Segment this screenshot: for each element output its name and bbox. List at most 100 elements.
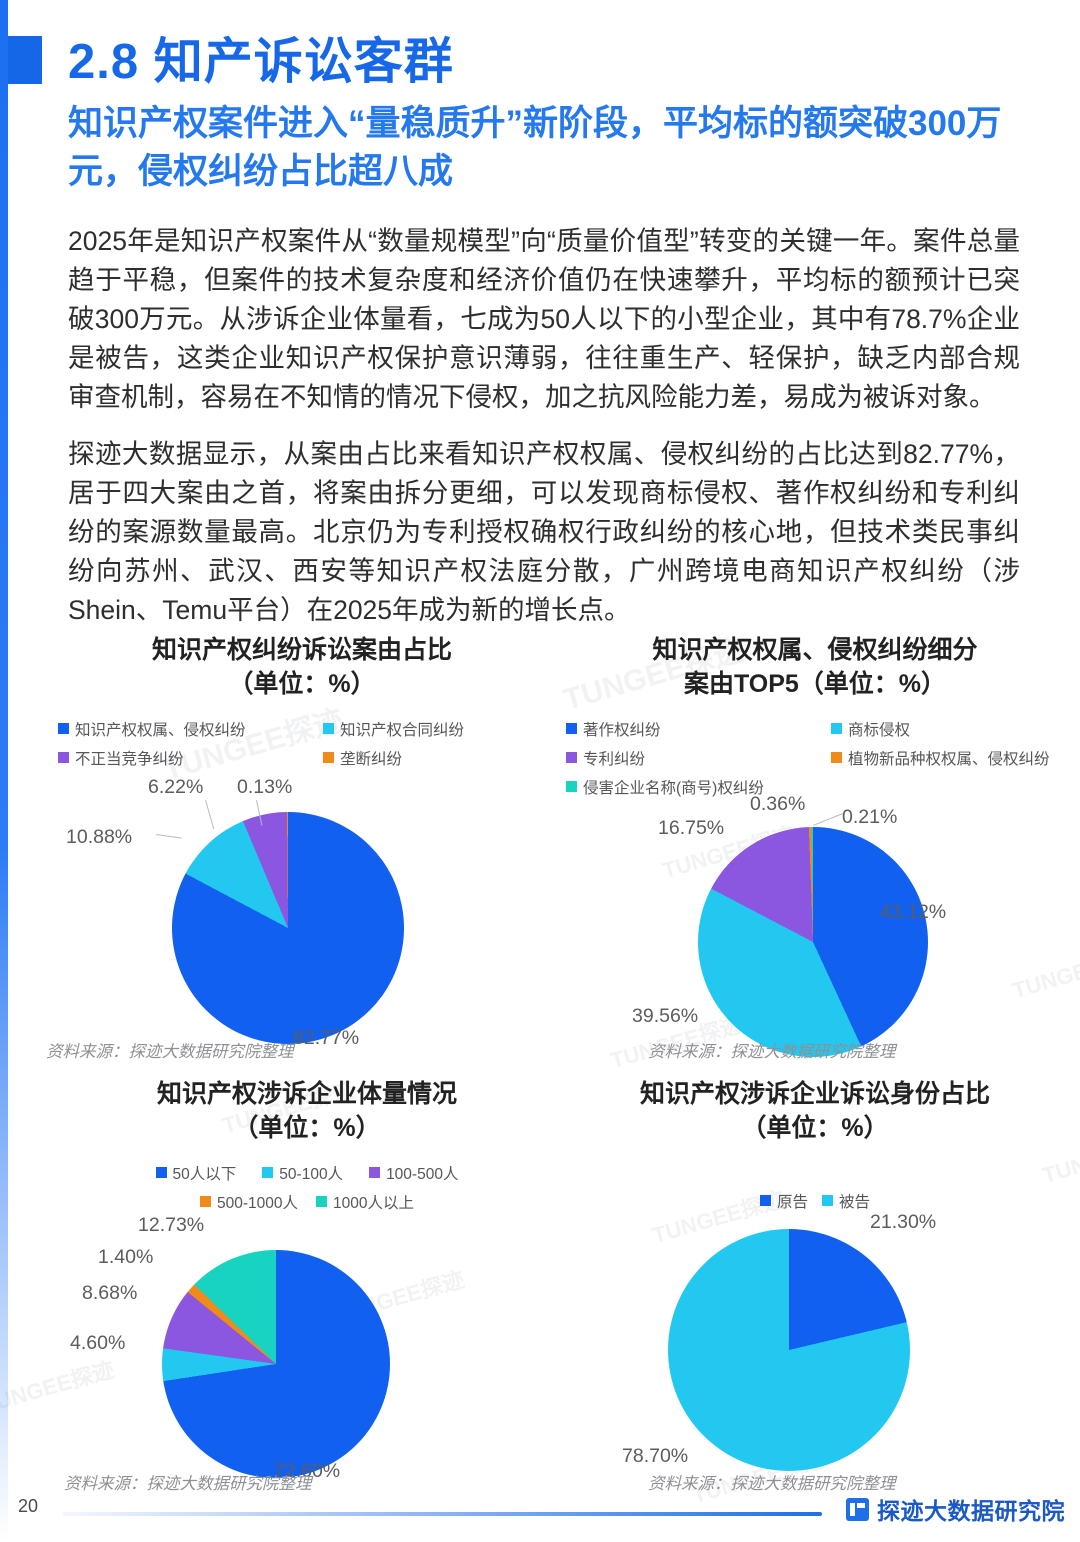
chart-legend: 原告 被告 (560, 1190, 1070, 1219)
pie-label: 8.68% (82, 1281, 138, 1304)
legend-swatch-icon (759, 1195, 771, 1206)
chart-legend: 知识产权权属、侵权纠纷 知识产权合同纠纷 不正当竞争纠纷 垄断纠纷 (52, 718, 552, 776)
chart-company-size: 知识产权涉诉企业体量情况 （单位：%） 50人以下 50-100人 100-50… (52, 1078, 562, 1508)
legend-label: 原告 (776, 1193, 808, 1211)
pie-canvas: 6.22% 0.13% 10.88% 82.77% (52, 776, 552, 1076)
chart-case-reason-share: 知识产权纠纷诉讼案由占比 （单位：%） 知识产权权属、侵权纠纷 知识产权合同纠纷… (46, 634, 552, 1064)
legend-label: 50-100人 (279, 1165, 344, 1183)
pie-label: 10.88% (66, 825, 133, 848)
pie-leader-line (205, 799, 215, 829)
legend-swatch-icon (262, 1167, 274, 1178)
legend-label: 侵害企业名称(商号)权纠纷 (583, 779, 764, 797)
chart-title: 知识产权涉诉企业体量情况 （单位：%） (156, 1080, 457, 1142)
left-accent-rail (0, 0, 8, 1542)
pie-slices (172, 811, 404, 1044)
pie-label: 6.22% (148, 775, 204, 798)
legend-swatch-icon (566, 781, 577, 792)
chart-title: 知识产权涉诉企业诉讼身份占比 （单位：%） (639, 1080, 990, 1142)
pie-label: 82.77% (293, 1026, 360, 1049)
legend-item[interactable]: 著作权纠纷 (566, 718, 831, 740)
tungee-logo-icon (846, 1497, 869, 1521)
legend-swatch-icon (566, 752, 577, 763)
pie-label: 12.73% (138, 1213, 205, 1236)
pie-label: 1.40% (98, 1245, 154, 1268)
legend-swatch-icon (369, 1167, 381, 1178)
pie-label: 0.36% (750, 792, 806, 815)
pie-slices (162, 1249, 390, 1478)
pie-canvas: 0.36% 0.21% 16.75% 43.12% 39.56% (560, 793, 1070, 1095)
legend-swatch-icon (323, 752, 334, 763)
legend-item[interactable]: 50-100人 (262, 1162, 343, 1184)
legend-swatch-icon (566, 723, 577, 734)
legend-item[interactable]: 专利纠纷 (566, 747, 831, 769)
chart-source: 资料来源：探迹大数据研究院整理 (64, 1475, 312, 1493)
chart-infringement-top5: 知识产权权属、侵权纠纷细分 案由TOP5（单位：%） 著作权纠纷 商标侵权 专利… (560, 634, 1070, 1064)
legend-swatch-icon (58, 752, 69, 763)
pie-label: 72.60% (274, 1459, 341, 1482)
pie-label: 39.56% (632, 1004, 699, 1027)
legend-label: 50人以下 (172, 1165, 237, 1183)
pie-canvas: 12.73% 1.40% 8.68% 4.60% 72.60% (52, 1214, 562, 1510)
legend-item[interactable]: 不正当竞争纠纷 (58, 747, 323, 769)
legend-item[interactable]: 侵害企业名称(商号)权纠纷 (566, 776, 831, 798)
page-number: 20 (18, 1496, 39, 1516)
pie-label: 0.13% (237, 775, 293, 798)
pie-slices (698, 826, 928, 1057)
pie-leader-line (813, 812, 844, 826)
footer-logo-label: 探迹大数据研究院 (877, 1498, 1065, 1524)
chart-legend: 著作权纠纷 商标侵权 专利纠纷 植物新品种权权属、侵权纠纷 侵害企业名称(商号)… (560, 718, 1070, 805)
legend-item[interactable]: 知识产权合同纠纷 (323, 718, 464, 740)
pie-label: 78.70% (622, 1444, 689, 1467)
legend-swatch-icon (155, 1167, 167, 1178)
legend-item[interactable]: 商标侵权 (831, 718, 910, 740)
legend-swatch-icon (316, 1196, 328, 1207)
legend-item[interactable]: 被告 (822, 1190, 870, 1212)
chart-legend: 50人以下 50-100人 100-500人 500-1000人 1000人以上 (52, 1162, 562, 1220)
pie-canvas: 21.30% 78.70% (560, 1211, 1070, 1509)
legend-swatch-icon (200, 1196, 211, 1207)
legend-item[interactable]: 50人以下 (155, 1162, 237, 1184)
legend-label: 知识产权合同纠纷 (340, 721, 465, 739)
legend-label: 植物新品种权权属、侵权纠纷 (848, 750, 1050, 768)
page-title: 2.8 知产诉讼客群 (68, 35, 454, 89)
legend-label: 1000人以上 (333, 1194, 414, 1212)
legend-swatch-icon (822, 1195, 833, 1206)
legend-label: 不正当竞争纠纷 (75, 750, 184, 768)
pie-label: 21.30% (870, 1210, 937, 1233)
footer-divider (62, 1512, 822, 1516)
chart-title: 知识产权纠纷诉讼案由占比 （单位：%） (151, 636, 452, 698)
legend-label: 商标侵权 (848, 721, 911, 739)
legend-swatch-icon (831, 723, 842, 734)
legend-item[interactable]: 100-500人 (369, 1162, 458, 1184)
page-subtitle: 知识产权案件进入“量稳质升”新阶段，平均标的额突破300万元，侵权纠纷占比超八成 (68, 104, 1002, 192)
legend-label: 专利纠纷 (583, 750, 646, 768)
legend-item[interactable]: 垄断纠纷 (323, 747, 402, 769)
legend-label: 被告 (839, 1193, 871, 1211)
legend-swatch-icon (58, 723, 69, 734)
pie-label: 0.21% (842, 805, 898, 828)
legend-item[interactable]: 原告 (759, 1190, 808, 1212)
legend-label: 知识产权权属、侵权纠纷 (75, 721, 246, 739)
legend-label: 垄断纠纷 (340, 750, 403, 768)
legend-label: 100-500人 (386, 1165, 459, 1183)
body-paragraph-1: 2025年是知识产权案件从“数量规模型”向“质量价值型”转变的关键一年。案件总量… (68, 226, 1020, 412)
pie-leader-line (155, 833, 182, 839)
chart-source: 资料来源：探迹大数据研究院整理 (46, 1043, 294, 1061)
pie-label: 43.12% (880, 900, 947, 923)
body-paragraph-2: 探迹大数据显示，从案由占比来看知识产权权属、侵权纠纷的占比达到82.77%，居于… (68, 439, 1020, 625)
legend-swatch-icon (323, 723, 334, 734)
chart-litigation-identity: 知识产权涉诉企业诉讼身份占比 （单位：%） 原告 被告 21.30% 78.70… (560, 1078, 1070, 1508)
pie-label: 16.75% (658, 816, 725, 839)
legend-label: 500-1000人 (217, 1194, 299, 1212)
chart-source: 资料来源：探迹大数据研究院整理 (648, 1475, 896, 1493)
legend-item[interactable]: 500-1000人 (200, 1191, 298, 1213)
footer-logo: 探迹大数据研究院 (846, 1492, 1065, 1526)
pie-slices (668, 1228, 910, 1471)
legend-item[interactable]: 知识产权权属、侵权纠纷 (58, 718, 323, 740)
chart-title: 知识产权权属、侵权纠纷细分 案由TOP5（单位：%） (652, 636, 978, 698)
legend-label: 著作权纠纷 (583, 721, 661, 739)
chart-source: 资料来源：探迹大数据研究院整理 (648, 1043, 896, 1061)
legend-item[interactable]: 植物新品种权权属、侵权纠纷 (831, 747, 1050, 769)
legend-item[interactable]: 1000人以上 (316, 1191, 414, 1213)
